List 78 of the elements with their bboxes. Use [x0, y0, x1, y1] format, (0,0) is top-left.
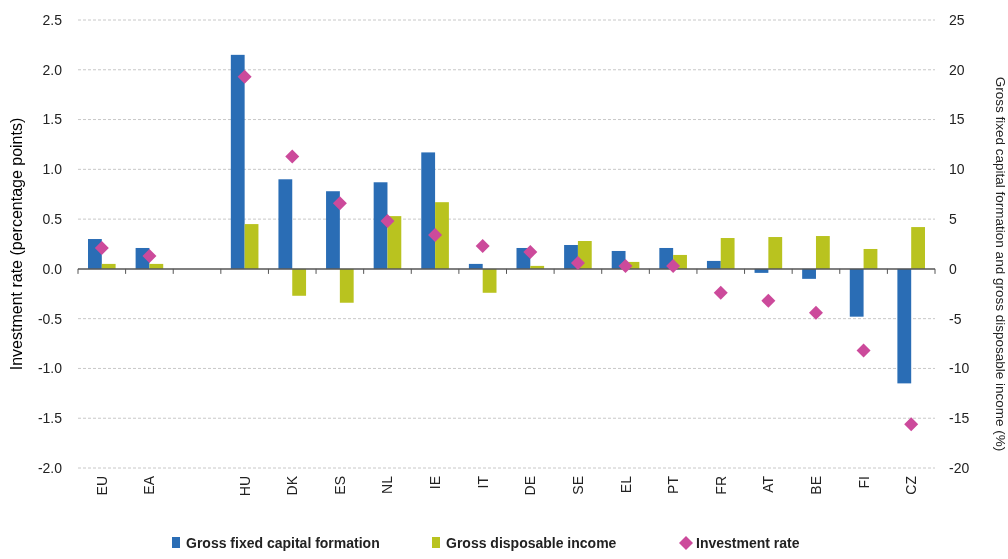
legend-label: Gross fixed capital formation	[186, 534, 380, 551]
point	[475, 238, 490, 253]
y-tick-label: 0.0	[42, 260, 63, 277]
y-tick-label: 1.0	[42, 161, 63, 178]
x-tick-label: IT	[474, 475, 491, 489]
x-tick-label: BE	[807, 476, 824, 495]
y-tick-label: -1.5	[37, 410, 63, 427]
point	[523, 244, 538, 259]
y-tick-label: -0.5	[37, 310, 63, 327]
y2-tick-label: -5	[949, 310, 962, 327]
point	[713, 285, 728, 300]
point	[761, 293, 776, 308]
x-tick-label: ES	[331, 476, 348, 495]
bar	[768, 237, 783, 269]
bar	[849, 268, 864, 317]
x-tick-label: DE	[522, 476, 539, 496]
y2-tick-label: 20	[949, 61, 965, 78]
point	[618, 258, 633, 273]
y-tick-label: 2.0	[42, 61, 63, 78]
y-tick-label: -1.0	[37, 360, 63, 377]
bar	[292, 268, 307, 296]
y-axis-title: Investment rate (percentage points)	[8, 117, 25, 371]
bar	[230, 54, 245, 269]
bar	[897, 268, 912, 384]
bar	[278, 179, 293, 269]
bar	[339, 268, 354, 303]
y2-tick-label: -20	[949, 459, 970, 476]
point	[380, 214, 395, 229]
bar	[863, 248, 878, 269]
y2-tick-label: 25	[949, 11, 965, 28]
bar	[482, 268, 497, 293]
x-tick-label: EU	[93, 476, 110, 496]
point	[285, 149, 300, 164]
x-tick-label: AT	[760, 475, 777, 493]
bar	[802, 268, 816, 279]
x-tick-label: IE	[427, 476, 444, 490]
point	[666, 258, 681, 273]
y2-tick-label: -10	[949, 360, 970, 377]
point	[570, 255, 585, 270]
y2-tick-label: 15	[949, 111, 965, 128]
x-tick-label: EA	[141, 475, 158, 495]
x-tick-label: PT	[665, 475, 682, 494]
point	[237, 69, 252, 84]
legend-label: Gross disposable income	[446, 534, 617, 551]
y-tick-label: 2.5	[42, 11, 63, 28]
bar	[387, 216, 402, 269]
y-tick-label: 1.5	[42, 111, 63, 128]
bar	[421, 152, 436, 269]
point	[808, 305, 823, 320]
x-tick-label: DK	[284, 475, 301, 496]
x-tick-label: HU	[236, 476, 253, 497]
x-tick-label: FI	[855, 476, 872, 489]
point	[428, 228, 443, 243]
legend-label: Investment rate	[696, 534, 800, 551]
bar	[373, 182, 388, 269]
x-tick-label: CZ	[903, 475, 920, 495]
point	[142, 248, 157, 263]
point	[856, 343, 871, 358]
y2-tick-label: 10	[949, 161, 965, 178]
bar	[435, 202, 449, 269]
x-tick-label: FR	[712, 476, 729, 495]
y-tick-label: 0.5	[42, 211, 63, 228]
y2-tick-label: 0	[949, 260, 957, 277]
bar	[815, 236, 830, 269]
bar	[720, 238, 735, 269]
point	[904, 417, 919, 432]
bar	[326, 191, 340, 269]
y2-tick-label: -15	[949, 410, 970, 427]
y2-axis-title: Gross fixed capital formation and gross disposable income (%)	[993, 76, 1008, 452]
x-tick-label: SE	[569, 476, 586, 495]
bar	[244, 224, 259, 269]
bar	[911, 227, 925, 269]
point	[332, 196, 347, 211]
y-tick-label: -2.0	[37, 459, 63, 476]
point	[94, 240, 109, 255]
x-tick-label: EL	[617, 475, 634, 494]
x-tick-label: NL	[379, 475, 396, 494]
y2-tick-label: 5	[949, 211, 957, 228]
